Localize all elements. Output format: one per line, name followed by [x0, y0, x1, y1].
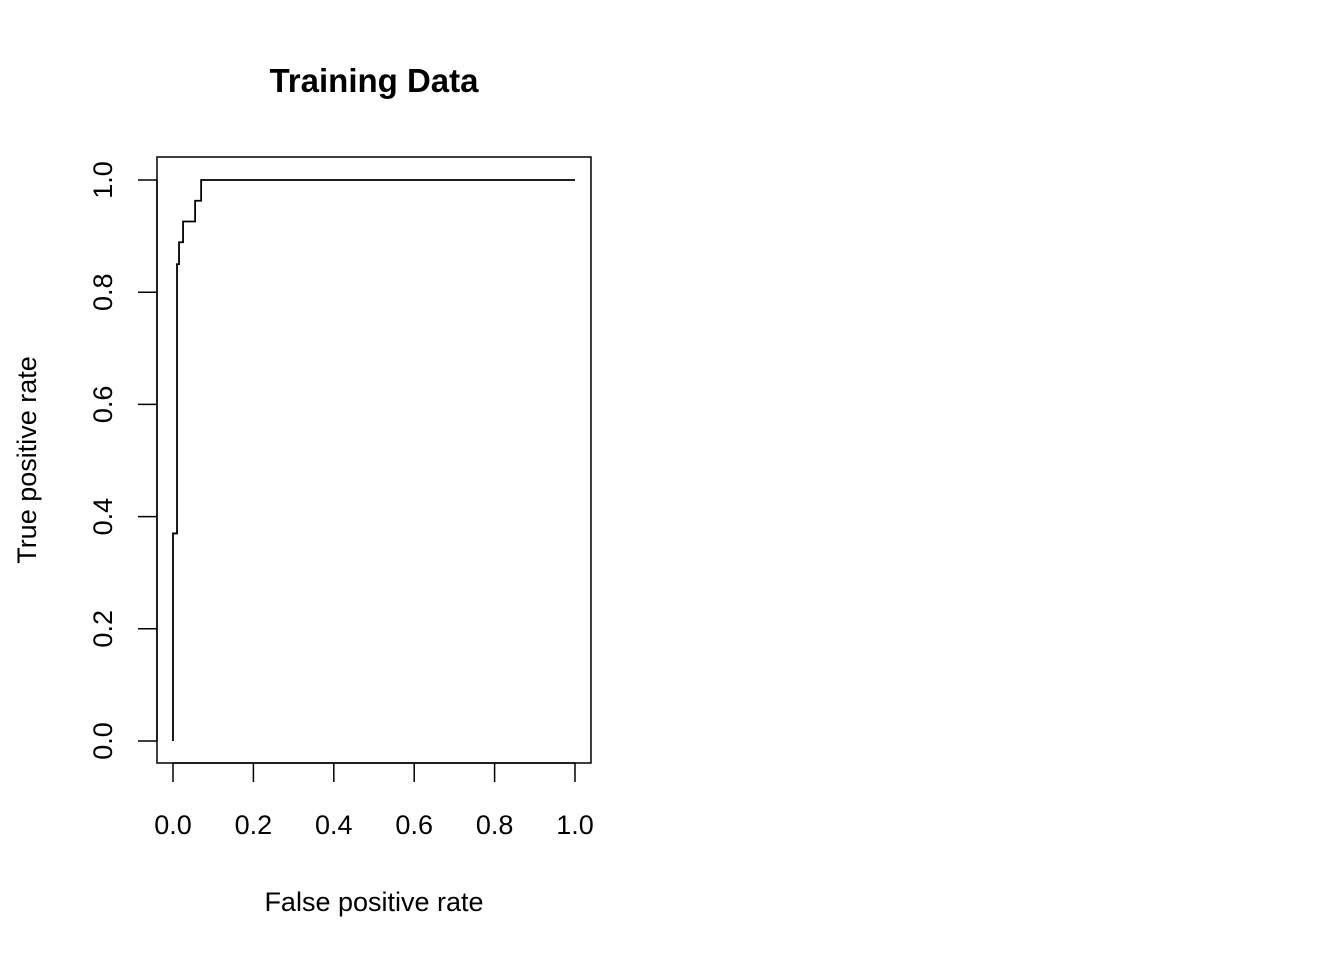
- x-tick-label: 0.8: [476, 810, 514, 840]
- y-tick-label: 0.0: [88, 722, 118, 760]
- x-tick-label: 0.0: [154, 810, 192, 840]
- x-tick-label: 0.2: [235, 810, 273, 840]
- y-axis-label: True positive rate: [12, 356, 42, 564]
- y-tick-label: 0.4: [88, 498, 118, 536]
- x-ticks: 0.0 0.2 0.4 0.6 0.8 1.0: [154, 763, 594, 840]
- y-ticks: 0.0 0.2 0.4 0.6 0.8 1.0: [88, 161, 157, 760]
- x-axis-label: False positive rate: [264, 887, 483, 917]
- chart-title: Training Data: [269, 62, 479, 99]
- y-tick-label: 0.8: [88, 273, 118, 311]
- plot-frame: [156, 156, 592, 764]
- y-tick-label: 1.0: [88, 161, 118, 199]
- x-tick-label: 0.4: [315, 810, 353, 840]
- x-tick-label: 0.6: [395, 810, 433, 840]
- x-tick-label: 1.0: [556, 810, 594, 840]
- y-tick-label: 0.2: [88, 610, 118, 648]
- y-tick-label: 0.6: [88, 386, 118, 424]
- roc-curve: [172, 179, 575, 741]
